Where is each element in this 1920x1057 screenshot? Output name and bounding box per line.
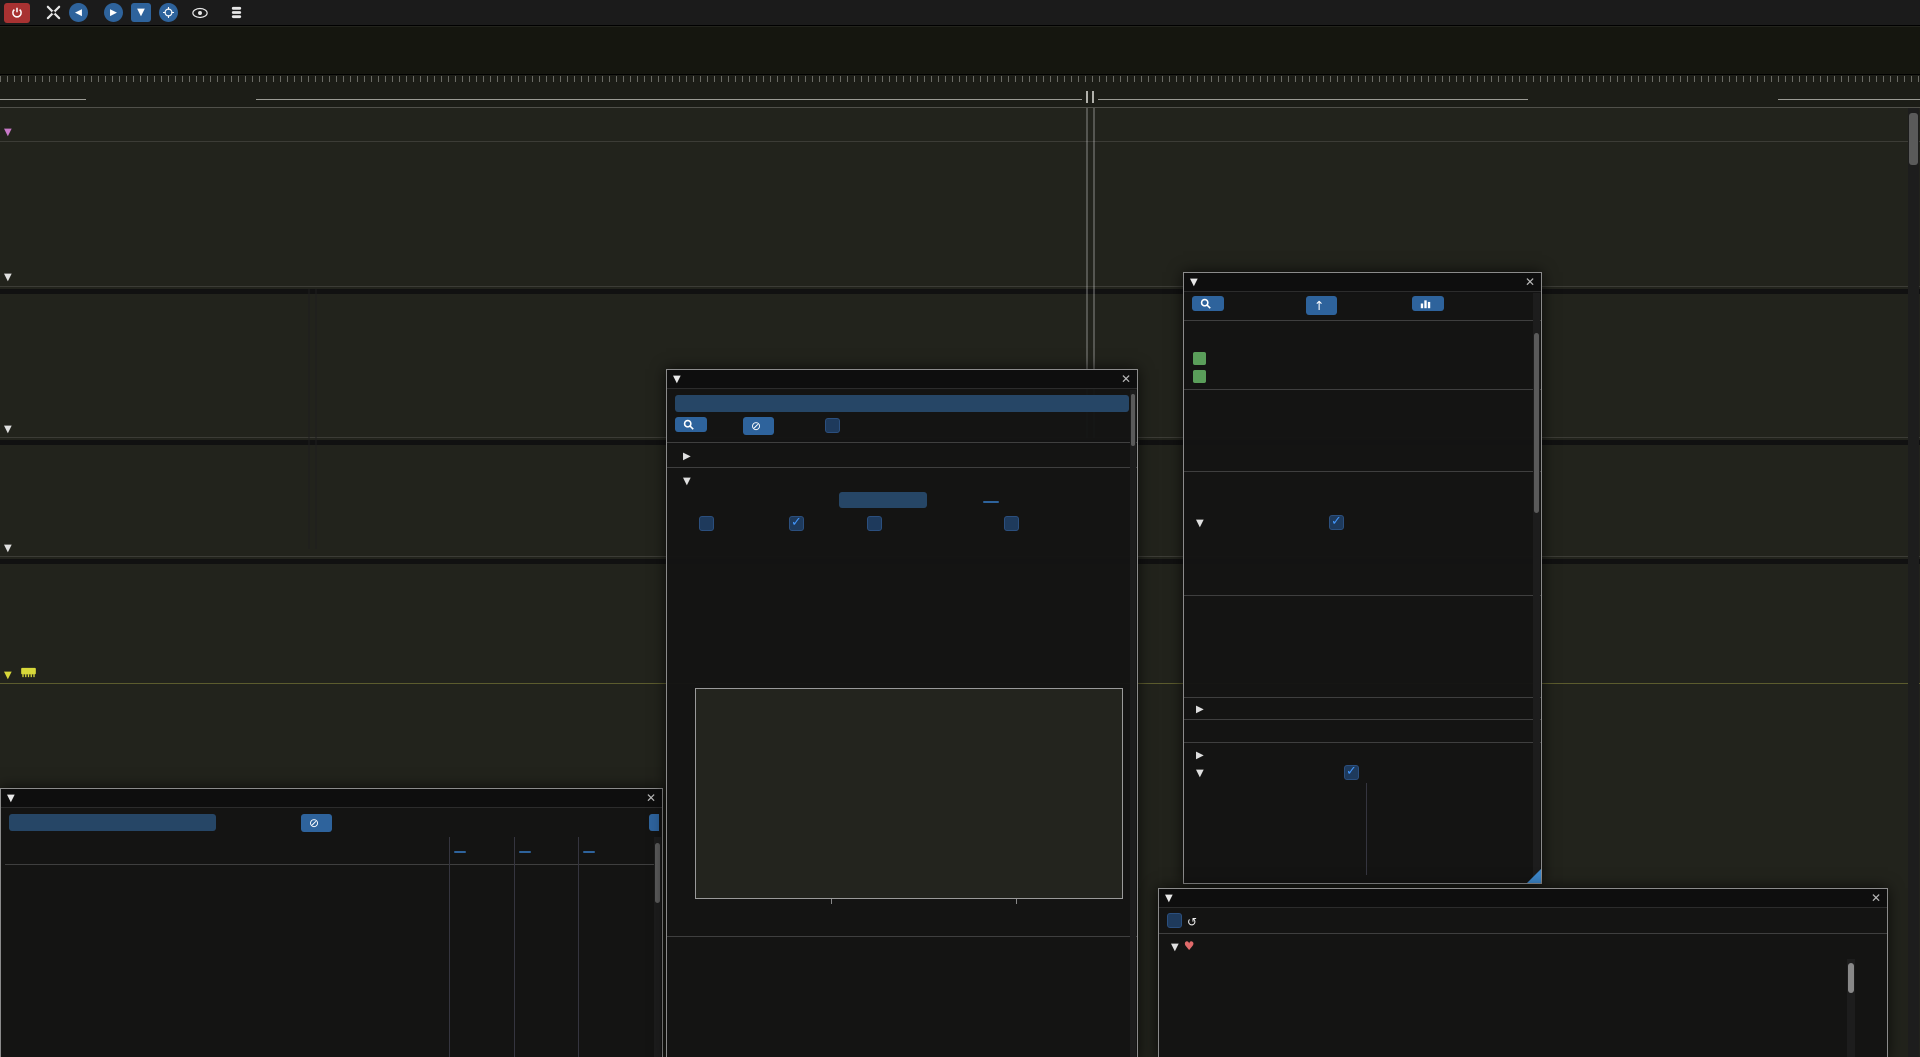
wait-regions-section[interactable]: ▼ [1196,518,1204,529]
find-zone-titlebar[interactable]: ▼ ✕ [667,370,1137,389]
bin-increment-button[interactable] [957,492,969,506]
focus-frame-button[interactable] [159,3,178,22]
power-button[interactable] [4,2,30,23]
heart-icon: ♥ [1183,939,1195,953]
self-time-checkbox[interactable] [1004,516,1019,531]
thread2-activity-strip [0,289,1920,294]
memory-usage-header[interactable]: ▼ [4,666,47,681]
bars-icon [1420,300,1431,309]
main-toolbar: ◀ ▶ ▼ [0,0,1920,26]
eye-icon [192,7,208,19]
find-zone-panel: ▼ ✕ ⊘ ▶ ▼ [666,369,1138,1057]
log-values-checkbox[interactable] [699,516,714,531]
zone-info-panel: ▼ ✕ ↑ ▼ ▶ ▶ ▼ [1183,272,1542,884]
cpu-data-header[interactable]: ▼ [4,127,12,138]
group-children-checkbox[interactable] [1344,764,1359,780]
thread2-header[interactable]: ▼ [4,272,12,283]
allocations-list-section[interactable]: ▶ [1196,704,1204,715]
collapse-icon[interactable]: ▼ [7,792,15,804]
collapse-icon[interactable]: ▼ [1190,276,1198,288]
cumulate-time-checkbox[interactable] [867,516,882,531]
zone-info-titlebar[interactable]: ▼ ✕ [1184,273,1541,292]
next-frame-button[interactable]: ▶ [104,3,123,22]
frame-boundary-marker [1086,108,1088,438]
matched-source-locations[interactable]: ▶ [683,451,691,462]
histogram-plot[interactable] [695,688,1123,899]
history-icon: ↺ [1187,915,1198,929]
tools-icon[interactable] [46,5,61,20]
ram-icon [20,667,36,678]
statistics-titlebar[interactable]: ▼ ✕ [1,789,662,808]
zoom-icon [1200,298,1211,309]
frame-overview[interactable] [0,27,1920,75]
memory-scrollbar[interactable] [1847,959,1855,1057]
bin-decrement-button[interactable] [933,492,947,506]
frame-dropdown-button[interactable]: ▼ [131,3,151,22]
frame-boundary-marker [308,289,310,549]
search-icon [683,419,694,430]
sync-button[interactable] [649,814,659,831]
guif-worker2-header[interactable]: ▼ [4,424,12,435]
close-icon[interactable]: ✕ [645,791,656,805]
frame-divider [1086,91,1088,103]
column-counts[interactable] [519,842,531,856]
child-zones-section[interactable]: ▼ [1196,768,1204,779]
memory-titlebar[interactable]: ▼ ✕ [1159,889,1887,908]
reset-button[interactable] [983,492,999,506]
find-zone-scrollbar[interactable] [1130,390,1136,1057]
column-total-time[interactable] [454,842,466,856]
ruler-ticks [0,76,1920,82]
up-arrow-icon: ↑ [1314,298,1325,313]
find-button[interactable] [675,417,707,433]
log-time-checkbox[interactable] [789,515,804,531]
zone-color-swatch [1193,352,1206,365]
resize-grip[interactable] [1527,869,1541,883]
cpu-usage-graph [0,144,1920,181]
zone-statistics-button[interactable] [1412,296,1444,312]
collapse-icon[interactable]: ▼ [1165,892,1173,904]
column-mtpc[interactable] [583,842,595,856]
collapse-icon[interactable]: ▼ [673,373,681,385]
ignore-case-checkbox[interactable] [825,418,840,433]
clear-button[interactable]: ⊘ [743,417,775,435]
active-allocations-section[interactable]: ▼ ♥ [1171,939,1195,953]
zone-info-scrollbar[interactable] [1533,293,1540,882]
close-icon[interactable]: ✕ [1870,891,1881,905]
elapsed-icon [230,6,243,19]
histogram-section[interactable]: ▼ [683,476,691,487]
clear-filter-button[interactable]: ⊘ [301,814,333,832]
zone-trace-section[interactable]: ▶ [1196,750,1204,761]
statistics-scrollbar[interactable] [654,837,661,1057]
frame-overview-canvas [0,27,1920,73]
min-bin-input[interactable] [839,492,927,508]
close-icon[interactable]: ✕ [1120,372,1131,386]
guif-worker0-header[interactable]: ▼ [4,543,12,554]
filter-zones-input[interactable] [9,814,216,831]
power-icon [12,7,22,18]
find-zone-input[interactable] [675,395,1129,412]
prev-frame-button[interactable]: ◀ [69,3,88,22]
close-icon[interactable]: ✕ [1524,275,1535,289]
frame-bars[interactable] [0,91,1920,107]
time-ruler[interactable] [0,75,1920,108]
thread-color-swatch [1193,370,1206,383]
go-to-parent-button[interactable]: ↑ [1306,296,1338,315]
zoom-to-zone-button[interactable] [1192,296,1224,312]
memory-panel: ▼ ✕ ↺ ▼ ♥ [1158,888,1888,1057]
main-scrollbar[interactable] [1908,108,1919,1057]
restrict-time-checkbox[interactable] [1167,913,1182,928]
statistics-panel: ▼ ✕ ⊘ [0,788,663,1057]
time-relative-checkbox[interactable] [1329,514,1344,530]
